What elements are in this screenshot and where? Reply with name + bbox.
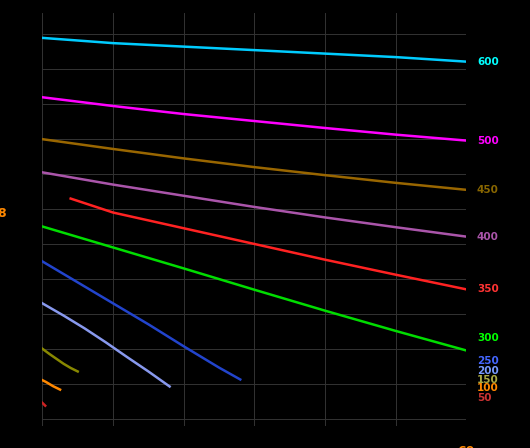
Text: 2988: 2988 <box>0 207 7 220</box>
Text: 200: 200 <box>477 366 499 376</box>
Text: 600: 600 <box>477 56 499 67</box>
Text: 100: 100 <box>477 383 499 393</box>
Text: 450: 450 <box>477 185 499 195</box>
Text: 60: 60 <box>458 445 475 448</box>
Text: 500: 500 <box>477 136 499 146</box>
Text: 250: 250 <box>477 356 499 366</box>
Text: 150: 150 <box>477 375 499 385</box>
Text: 350: 350 <box>477 284 499 294</box>
Text: 400: 400 <box>477 232 499 241</box>
Text: 50: 50 <box>477 392 491 403</box>
Text: 300: 300 <box>477 333 499 343</box>
